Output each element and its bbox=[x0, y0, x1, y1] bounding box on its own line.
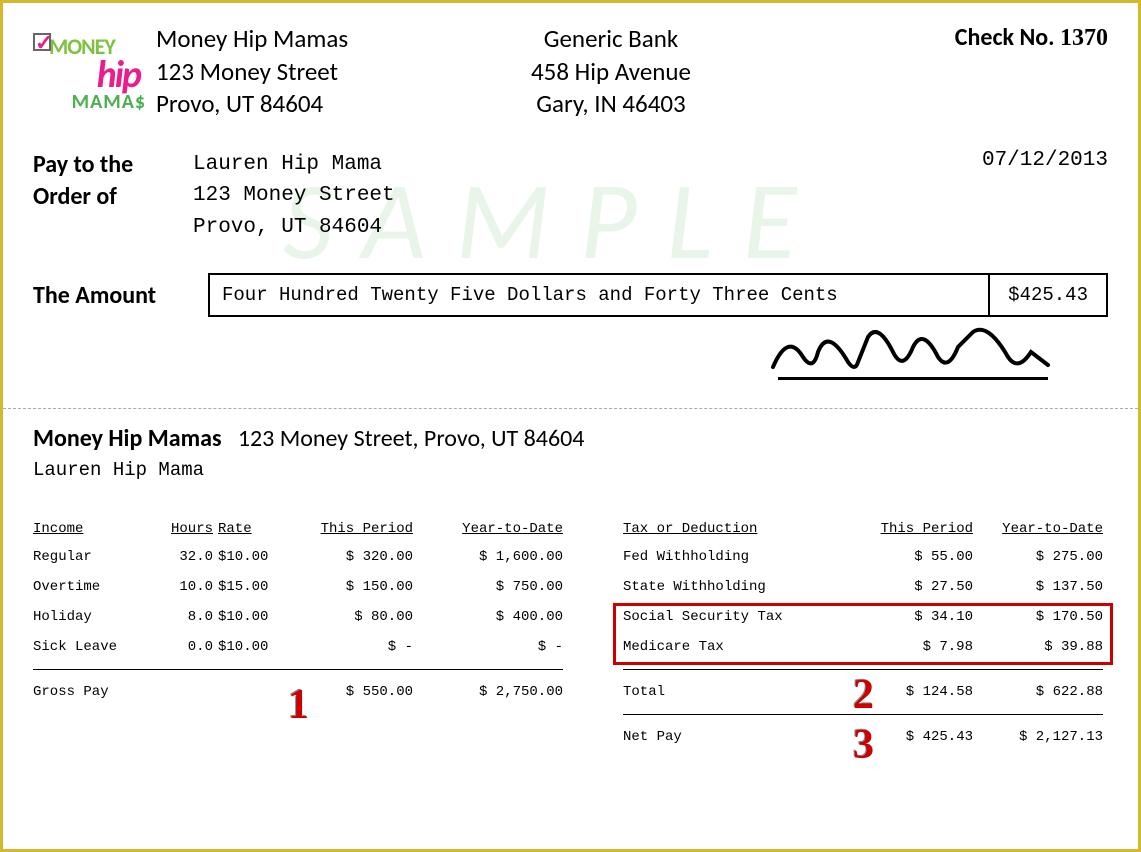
total-ytd: $ 622.88 bbox=[973, 684, 1103, 700]
gross-ytd: $ 2,750.00 bbox=[413, 684, 563, 700]
th-rate: Rate bbox=[213, 521, 283, 537]
pay-label-line2: Order of bbox=[33, 181, 193, 213]
gross-label: Gross Pay bbox=[33, 684, 153, 700]
income-row: Overtime10.0$15.00$ 150.00$ 750.00 bbox=[33, 579, 563, 595]
total-label: Total bbox=[623, 684, 853, 700]
callout-2: 2 bbox=[853, 671, 874, 719]
pay-to-order-label: Pay to the Order of bbox=[33, 149, 193, 214]
signature-icon bbox=[763, 317, 1063, 382]
logo-word-hip: hip bbox=[33, 60, 148, 90]
amount-numeric: $425.43 bbox=[988, 275, 1106, 315]
tax-table: Tax or Deduction This Period Year-to-Dat… bbox=[623, 521, 1103, 759]
amount-label: The Amount bbox=[33, 281, 208, 310]
signature-line bbox=[778, 322, 1048, 380]
callout-1: 1 bbox=[288, 681, 309, 729]
th-tax: Tax or Deduction bbox=[623, 521, 853, 537]
pay-label-line1: Pay to the bbox=[33, 149, 193, 181]
check-region: MONEY hip MAMA$ Money Hip Mamas 123 Mone… bbox=[3, 3, 1138, 390]
bank-address: Generic Bank 458 Hip Avenue Gary, IN 464… bbox=[466, 23, 756, 121]
tax-header-row: Tax or Deduction This Period Year-to-Dat… bbox=[623, 521, 1103, 537]
th-hours: Hours bbox=[153, 521, 213, 537]
th-tax-ytd: Year-to-Date bbox=[973, 521, 1103, 537]
th-tax-tp: This Period bbox=[853, 521, 973, 537]
check-no-label: Check No. bbox=[955, 23, 1060, 52]
th-this-period: This Period bbox=[283, 521, 413, 537]
callout-3: 3 bbox=[853, 721, 874, 769]
payee-name: Lauren Hip Mama bbox=[193, 149, 395, 181]
tax-row: Medicare Tax$ 7.98$ 39.88 bbox=[623, 639, 1103, 655]
income-row: Regular32.0$10.00$ 320.00$ 1,600.00 bbox=[33, 549, 563, 565]
stub-employee: Lauren Hip Mama bbox=[33, 459, 1108, 481]
th-income: Income bbox=[33, 521, 153, 537]
payee-city: Provo, UT 84604 bbox=[193, 212, 395, 244]
company-street: 123 Money Street bbox=[156, 56, 466, 89]
income-header-row: Income Hours Rate This Period Year-to-Da… bbox=[33, 521, 563, 537]
th-ytd: Year-to-Date bbox=[413, 521, 563, 537]
amount-words: Four Hundred Twenty Five Dollars and For… bbox=[210, 284, 988, 306]
tax-row: Fed Withholding$ 55.00$ 275.00 bbox=[623, 549, 1103, 565]
income-row: Holiday8.0$10.00$ 80.00$ 400.00 bbox=[33, 609, 563, 625]
stub-company-line: Money Hip Mamas 123 Money Street, Provo,… bbox=[33, 424, 1108, 453]
income-row: Sick Leave0.0$10.00$ -$ - bbox=[33, 639, 563, 655]
bank-city: Gary, IN 46403 bbox=[466, 88, 756, 121]
paystub-region: Money Hip Mamas 123 Money Street, Provo,… bbox=[3, 409, 1138, 769]
payee-block: Lauren Hip Mama 123 Money Street Provo, … bbox=[193, 149, 395, 244]
check-date: 07/12/2013 bbox=[982, 149, 1108, 172]
company-logo: MONEY hip MAMA$ bbox=[33, 33, 148, 114]
amount-box: Four Hundred Twenty Five Dollars and For… bbox=[208, 273, 1108, 317]
check-number: Check No. 1370 bbox=[955, 23, 1108, 52]
company-city: Provo, UT 84604 bbox=[156, 88, 466, 121]
company-name: Money Hip Mamas bbox=[156, 23, 466, 56]
netpay-ytd: $ 2,127.13 bbox=[973, 729, 1103, 745]
tax-row: Social Security Tax$ 34.10$ 170.50 bbox=[623, 609, 1103, 625]
tax-row: State Withholding$ 27.50$ 137.50 bbox=[623, 579, 1103, 595]
stub-company-addr: 123 Money Street, Provo, UT 84604 bbox=[238, 424, 585, 453]
bank-street: 458 Hip Avenue bbox=[466, 56, 756, 89]
logo-word-mamas: MAMA$ bbox=[33, 90, 148, 114]
payee-street: 123 Money Street bbox=[193, 180, 395, 212]
check-no-value: 1370 bbox=[1060, 25, 1108, 51]
bank-name: Generic Bank bbox=[466, 23, 756, 56]
netpay-label: Net Pay bbox=[623, 729, 853, 745]
stub-company-name: Money Hip Mamas bbox=[33, 424, 222, 453]
company-address: Money Hip Mamas 123 Money Street Provo, … bbox=[156, 23, 466, 121]
income-table: Income Hours Rate This Period Year-to-Da… bbox=[33, 521, 563, 759]
